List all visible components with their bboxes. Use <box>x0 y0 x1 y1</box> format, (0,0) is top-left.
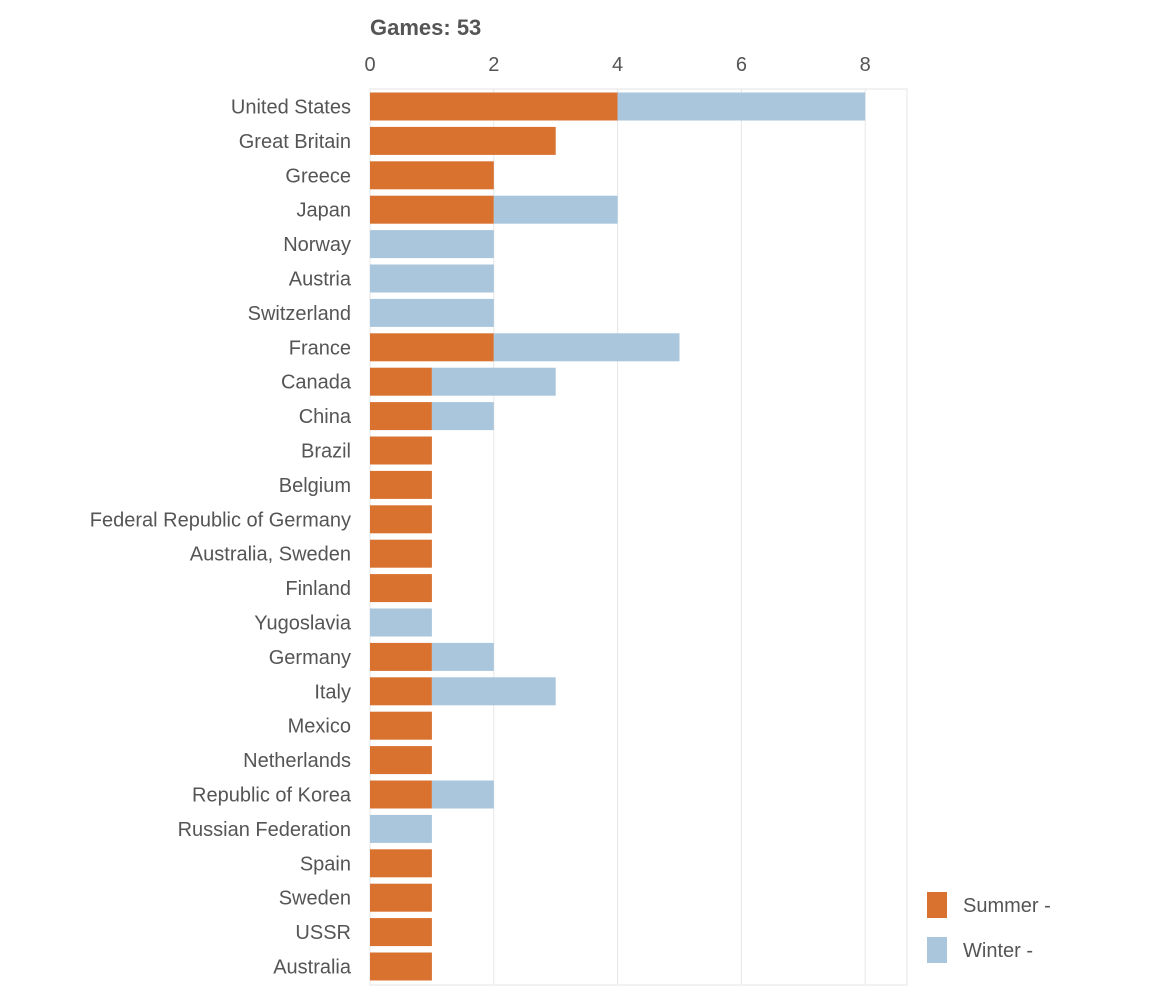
bar-summer <box>370 333 494 362</box>
category-label: Australia, Sweden <box>190 544 351 566</box>
bar-winter <box>370 230 494 259</box>
category-label: Germany <box>269 647 351 669</box>
legend-label: Summer - <box>963 895 1051 917</box>
bar-summer <box>370 746 432 775</box>
bars <box>370 92 866 981</box>
bar-summer <box>370 367 432 396</box>
bar-summer <box>370 780 432 809</box>
x-tick-label: 0 <box>364 54 375 76</box>
bar-summer <box>370 952 432 981</box>
bar-winter <box>370 298 494 327</box>
bar-summer <box>370 161 494 190</box>
x-tick-label: 4 <box>612 54 623 76</box>
plot-frame <box>369 88 908 986</box>
bar-winter <box>431 402 494 431</box>
bar-summer <box>370 574 432 603</box>
bar-summer <box>370 470 432 499</box>
category-label: USSR <box>295 922 351 944</box>
category-label: France <box>289 337 351 359</box>
bar-summer <box>370 539 432 568</box>
bar-winter <box>431 780 494 809</box>
bar-winter <box>370 814 432 843</box>
bar-winter <box>370 264 494 293</box>
bar-summer <box>370 711 432 740</box>
category-label: Australia <box>273 957 352 979</box>
category-label: Belgium <box>279 475 351 497</box>
category-label: Republic of Korea <box>192 785 352 807</box>
bar-winter <box>370 608 432 637</box>
category-label: Federal Republic of Germany <box>90 509 351 531</box>
legend: Summer - Winter - <box>927 892 1051 963</box>
category-label: China <box>299 406 352 428</box>
bar-winter <box>431 642 494 671</box>
category-label: Finland <box>285 578 351 600</box>
category-label: Mexico <box>288 716 351 738</box>
x-tick-label: 8 <box>860 54 871 76</box>
bar-summer <box>370 195 494 224</box>
category-label: Canada <box>281 372 352 394</box>
category-label: Brazil <box>301 441 351 463</box>
category-label: Great Britain <box>239 131 351 153</box>
bar-summer <box>370 126 556 155</box>
category-label: Russian Federation <box>178 819 351 841</box>
grid <box>369 88 908 986</box>
chart-title: Games: 53 <box>370 15 481 40</box>
category-label: Norway <box>283 234 351 256</box>
bar-winter <box>431 677 556 706</box>
bar-winter <box>493 195 618 224</box>
category-label: Japan <box>297 200 352 222</box>
legend-swatch <box>927 892 947 918</box>
bar-winter <box>617 92 866 121</box>
bar-summer <box>370 677 432 706</box>
category-label: Greece <box>285 165 351 187</box>
x-axis-ticks: 0 2 4 6 8 <box>364 54 870 76</box>
category-label: Netherlands <box>243 750 351 772</box>
bar-summer <box>370 883 432 912</box>
x-tick-label: 2 <box>488 54 499 76</box>
bar-summer <box>370 918 432 947</box>
bar-summer <box>370 642 432 671</box>
bar-winter <box>493 333 680 362</box>
category-label: Italy <box>314 681 351 703</box>
category-label: Yugoslavia <box>254 613 352 635</box>
category-labels: United States Great Britain Greece Japan Nor… <box>90 97 352 979</box>
legend-label: Winter - <box>963 940 1033 962</box>
bar-summer <box>370 849 432 878</box>
bar-summer <box>370 92 618 121</box>
category-label: Austria <box>289 269 352 291</box>
category-label: Spain <box>300 853 351 875</box>
category-label: United States <box>231 97 351 119</box>
bar-summer <box>370 402 432 431</box>
bar-winter <box>431 367 556 396</box>
legend-swatch <box>927 937 947 963</box>
category-label: Switzerland <box>248 303 351 325</box>
bar-summer <box>370 436 432 465</box>
category-label: Sweden <box>279 888 351 910</box>
x-tick-label: 6 <box>736 54 747 76</box>
bar-summer <box>370 505 432 534</box>
